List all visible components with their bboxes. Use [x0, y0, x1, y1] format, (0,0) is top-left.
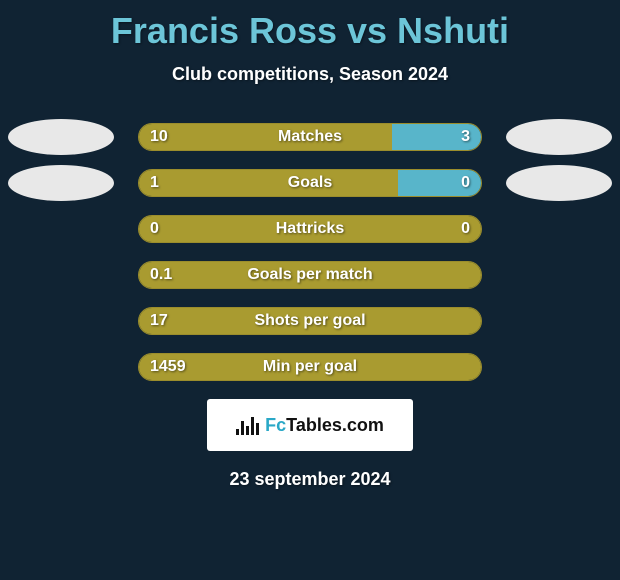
- page-title: Francis Ross vs Nshuti: [0, 0, 620, 52]
- brand-prefix: Fc: [265, 415, 286, 435]
- brand-suffix: Tables.com: [286, 415, 384, 435]
- stat-label: Hattricks: [138, 215, 482, 243]
- footer-date: 23 september 2024: [0, 469, 620, 490]
- stat-value-right: 3: [461, 123, 470, 151]
- stat-row: 0Hattricks0: [0, 215, 620, 243]
- stat-label: Goals per match: [138, 261, 482, 289]
- stat-value-right: 0: [461, 215, 470, 243]
- brand-badge[interactable]: FcTables.com: [207, 399, 413, 451]
- stats-container: 10Matches31Goals00Hattricks00.1Goals per…: [0, 123, 620, 381]
- stat-row: 1Goals0: [0, 169, 620, 197]
- chart-icon: [236, 415, 259, 435]
- stat-row: 1459Min per goal: [0, 353, 620, 381]
- stat-row: 17Shots per goal: [0, 307, 620, 335]
- brand-text: FcTables.com: [265, 415, 384, 436]
- stat-value-right: 0: [461, 169, 470, 197]
- stat-label: Goals: [138, 169, 482, 197]
- stat-label: Min per goal: [138, 353, 482, 381]
- page-subtitle: Club competitions, Season 2024: [0, 64, 620, 85]
- stat-row: 0.1Goals per match: [0, 261, 620, 289]
- player-left-avatar: [8, 119, 114, 155]
- stat-label: Matches: [138, 123, 482, 151]
- player-right-avatar: [506, 165, 612, 201]
- stat-row: 10Matches3: [0, 123, 620, 151]
- player-left-avatar: [8, 165, 114, 201]
- stat-label: Shots per goal: [138, 307, 482, 335]
- player-right-avatar: [506, 119, 612, 155]
